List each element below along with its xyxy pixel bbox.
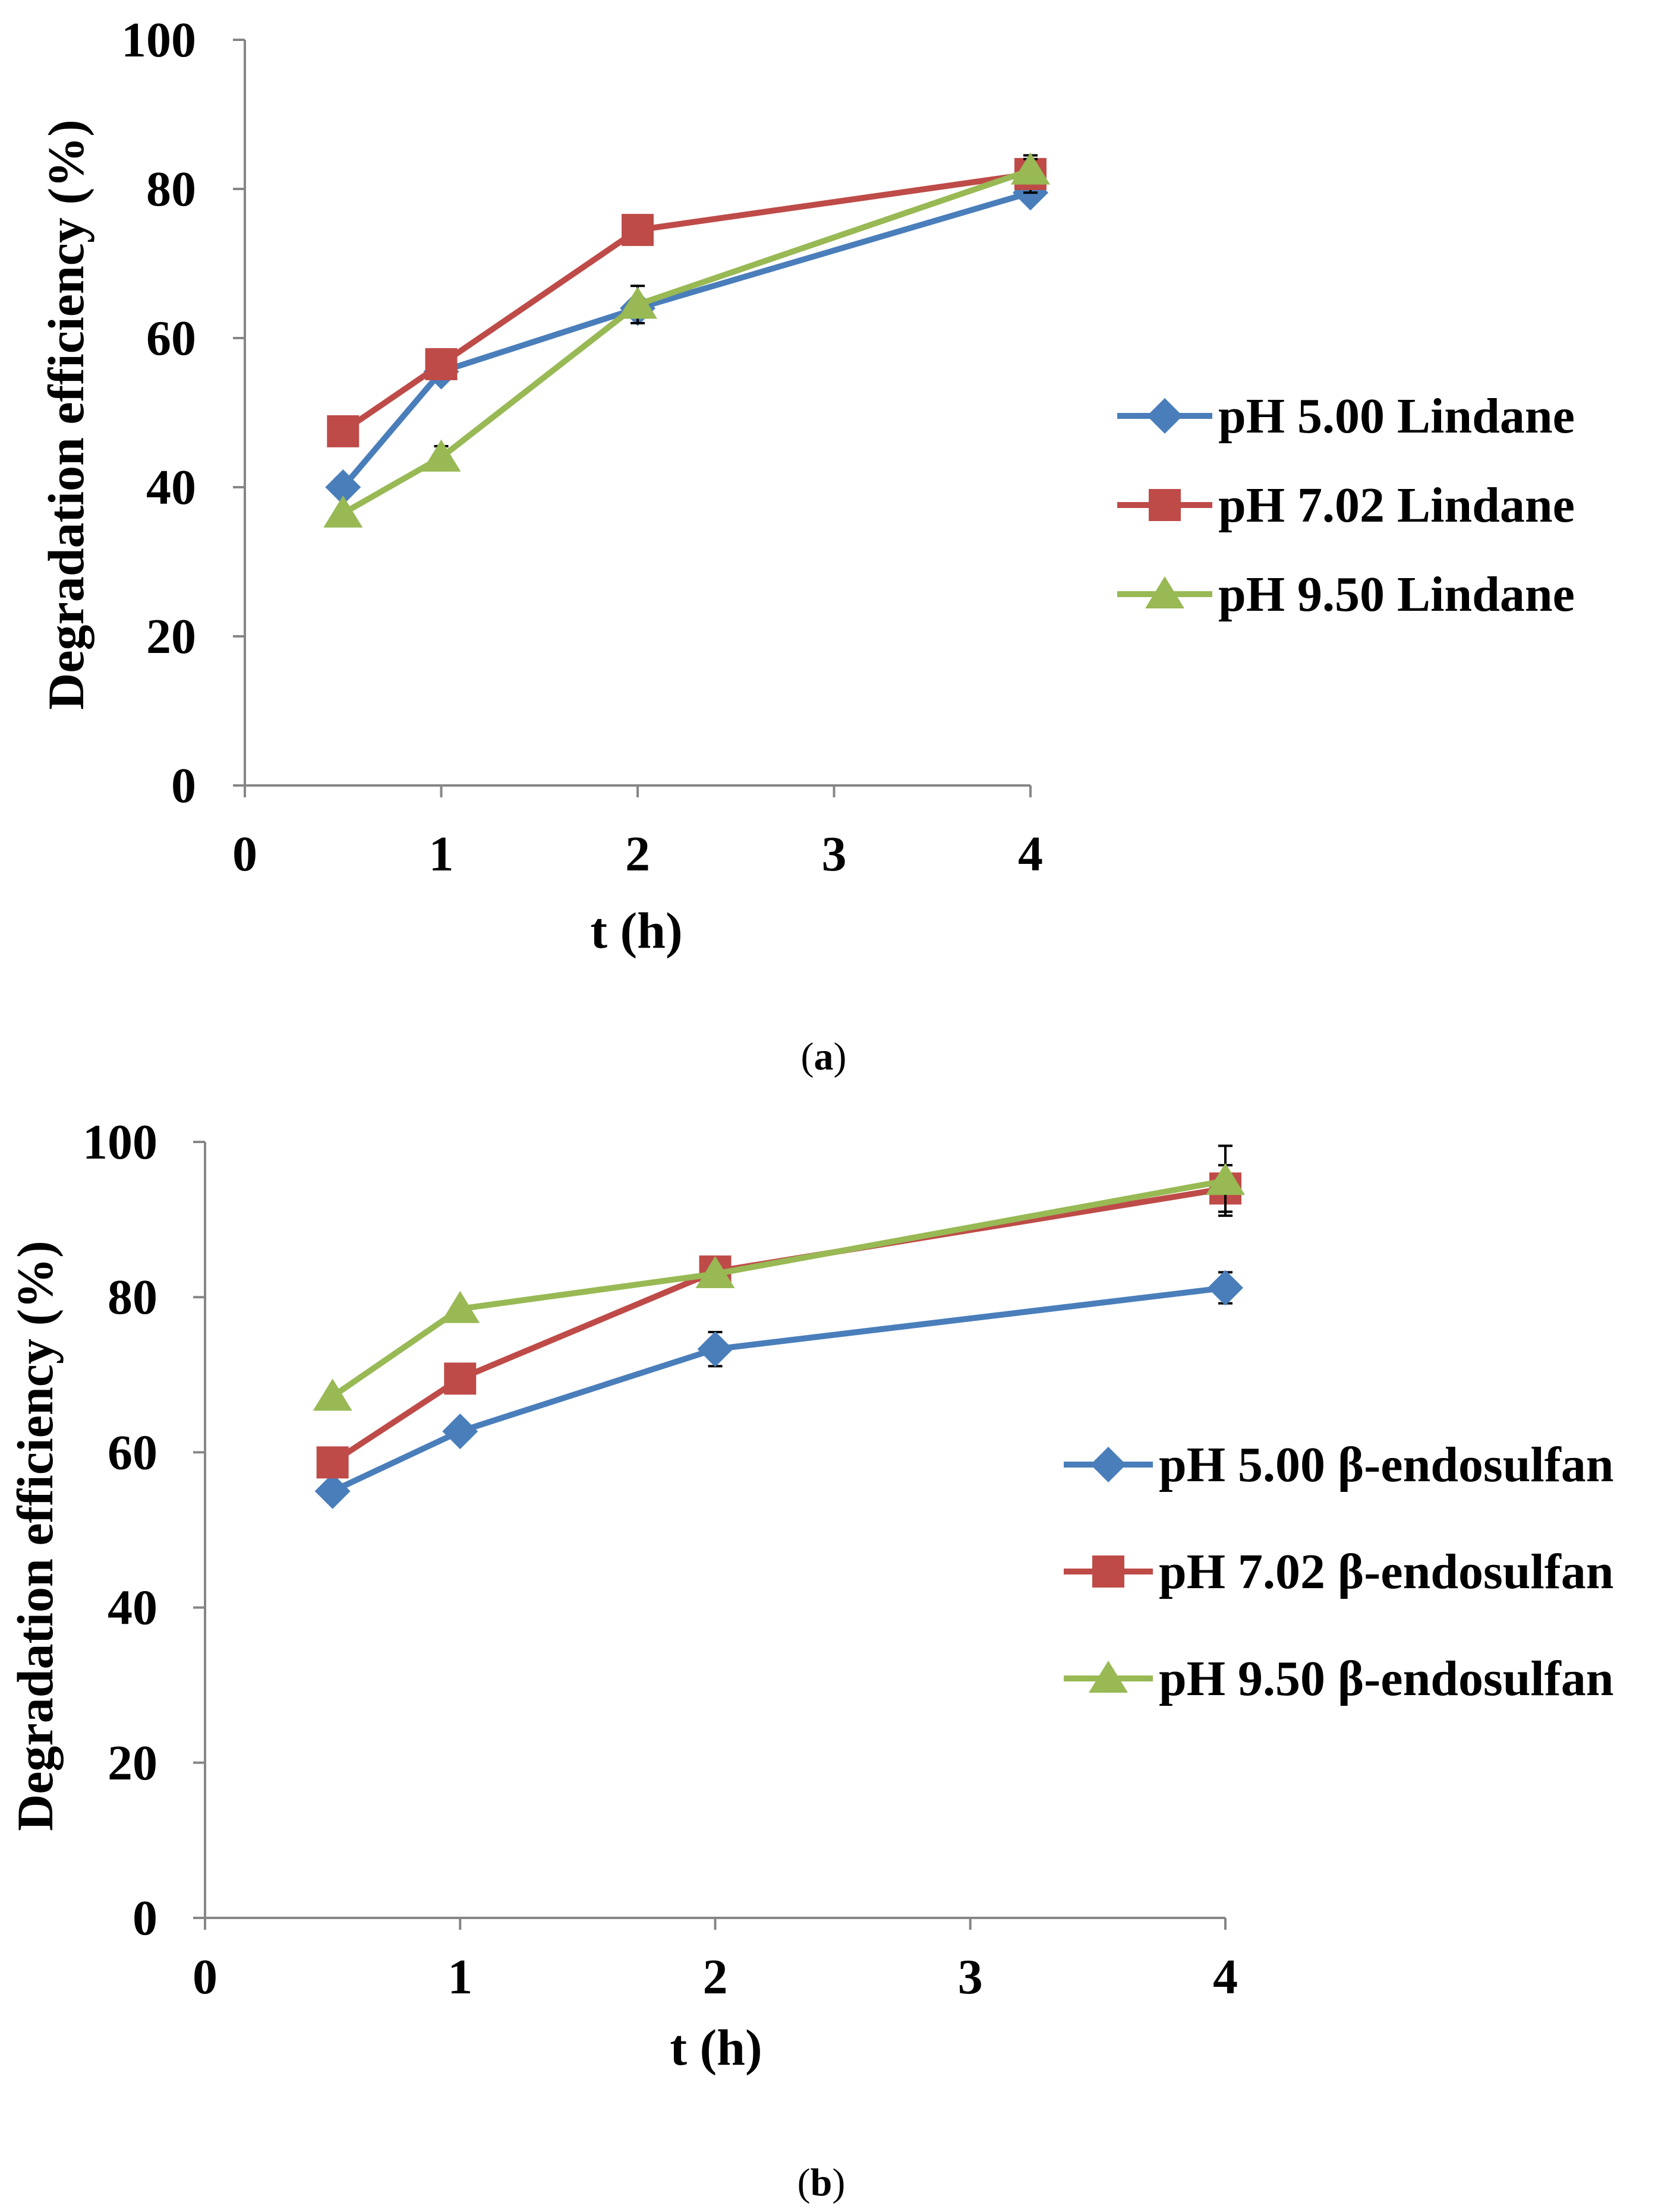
legend-entry: pH 5.00 Lindane: [1117, 389, 1575, 444]
x-tick-label: 2: [703, 1949, 728, 2005]
data-point: [440, 1290, 480, 1323]
series-line: [331, 1285, 1226, 1494]
chart-panel-a: 0 20 40 60 80 100 0 1 2 3 4 t (h) Degradation effi…: [37, 12, 1575, 1078]
y-tick-label: 100: [121, 12, 196, 68]
y-tick-label: 20: [108, 1735, 157, 1791]
data-point: [316, 1446, 349, 1479]
series-triangle: [313, 1144, 1245, 1411]
y-tick-label: 80: [146, 162, 196, 217]
data-point: [1011, 152, 1050, 185]
series-diamond: [314, 1270, 1243, 1509]
chart-panel-b: 0 20 40 60 80 100 0 1 2 3 4 t (h) Degradation effi…: [7, 1115, 1613, 2204]
y-tick-label: 100: [83, 1115, 157, 1170]
data-point: [442, 1413, 478, 1450]
legend-entry: pH 7.02 β-endosulfan: [1064, 1544, 1613, 1599]
caption-a: (a): [801, 1035, 847, 1078]
legend-label: pH 5.00 Lindane: [1218, 389, 1575, 444]
y-tick-label: 40: [108, 1580, 157, 1636]
legend-label: pH 5.00 β-endosulfan: [1159, 1437, 1613, 1492]
series-line: [341, 190, 1032, 490]
caption-b: (b): [798, 2161, 846, 2204]
y-tick-label: 80: [108, 1270, 157, 1325]
data-point: [314, 1473, 351, 1509]
x-tick-label: 4: [1213, 1949, 1238, 2005]
legend-entry: pH 9.50 β-endosulfan: [1064, 1651, 1613, 1706]
legend-marker: [1149, 489, 1181, 521]
data-point: [325, 469, 361, 505]
y-tick-label: 0: [133, 1891, 157, 1946]
series-line: [341, 167, 1032, 516]
x-tick-label: 0: [193, 1949, 218, 2005]
x-tick-label: 3: [822, 826, 847, 882]
legend-marker: [1090, 1447, 1126, 1482]
data-point: [444, 1362, 477, 1395]
x-axis-title-b: t (h): [670, 2019, 762, 2076]
series-a: [323, 152, 1050, 528]
x-tick-label: 1: [447, 1949, 472, 2005]
axes-b: 0 20 40 60 80 100 0 1 2 3 4: [83, 1115, 1238, 2005]
legend-entry: pH 9.50 Lindane: [1117, 567, 1575, 622]
legend-entry: pH 7.02 Lindane: [1117, 478, 1575, 533]
series-line: [341, 171, 1031, 434]
legend-marker: [1092, 1555, 1124, 1588]
legend-marker: [1145, 576, 1184, 608]
x-tick-label: 2: [625, 826, 650, 882]
x-tick-label: 4: [1018, 826, 1043, 882]
legend-label: pH 7.02 β-endosulfan: [1159, 1544, 1613, 1599]
data-point: [313, 1378, 352, 1411]
y-tick-label: 60: [146, 311, 196, 366]
legend-label: pH 7.02 Lindane: [1218, 478, 1575, 533]
data-point: [618, 286, 657, 319]
legend-marker: [1089, 1661, 1128, 1693]
x-axis-title-a: t (h): [590, 902, 682, 959]
legend-entry: pH 5.00 β-endosulfan: [1064, 1437, 1613, 1492]
series-square: [327, 154, 1047, 447]
data-point: [695, 1256, 735, 1289]
y-tick-label: 0: [171, 758, 196, 813]
legend-a: pH 5.00 Lindane pH 7.02 Lindane pH 9.50 Li…: [1117, 389, 1575, 622]
data-point: [1208, 1270, 1243, 1306]
y-tick-label: 40: [146, 460, 196, 515]
data-point: [327, 415, 360, 447]
y-tick-label: 20: [146, 609, 196, 664]
legend-b: pH 5.00 β-endosulfan pH 7.02 β-endosulfan…: [1064, 1437, 1613, 1706]
data-point: [323, 495, 363, 528]
x-tick-label: 3: [958, 1949, 983, 2005]
data-point: [425, 348, 458, 380]
data-point: [622, 214, 654, 247]
y-axis-title-b: Degradation efficiency (%): [7, 1241, 64, 1831]
series-b: [313, 1144, 1245, 1509]
x-tick-label: 1: [429, 826, 454, 882]
series-triangle: [323, 152, 1050, 528]
y-axis-title-a: Degradation efficiency (%): [37, 119, 94, 710]
legend-label: pH 9.50 β-endosulfan: [1159, 1651, 1613, 1706]
legend-label: pH 9.50 Lindane: [1218, 567, 1575, 622]
data-point: [697, 1331, 733, 1367]
legend-marker: [1147, 398, 1183, 434]
data-point: [1206, 1163, 1245, 1195]
x-tick-label: 0: [232, 826, 257, 882]
axes-a: 0 20 40 60 80 100 0 1 2 3 4: [121, 12, 1043, 882]
series-line: [330, 1178, 1226, 1399]
y-tick-label: 60: [108, 1425, 157, 1480]
data-point: [421, 439, 461, 472]
